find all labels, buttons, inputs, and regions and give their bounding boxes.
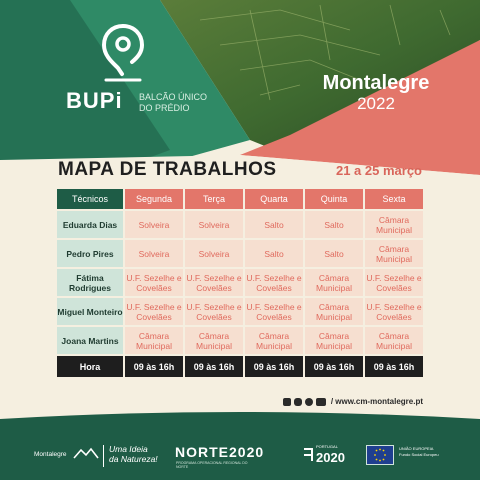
norte2020-subtitle: PROGRAMA OPERACIONAL REGIONAL DO NORTE [176, 461, 248, 469]
column-header: Sexta [365, 189, 425, 211]
hours-cell: 09 às 16h [125, 356, 185, 379]
hours-cell: 09 às 16h [305, 356, 365, 379]
table-cell: U.F. Sezelhe e Covelães [185, 269, 245, 298]
montalegre-logo-icon [73, 447, 99, 459]
table-cell: Solveira [125, 240, 185, 269]
table-cell: Câmara Municipal [125, 327, 185, 356]
social-links: / www.cm-montalegre.pt [282, 397, 423, 406]
hours-cell: 09 às 16h [185, 356, 245, 379]
table-cell: U.F. Sezelhe e Covelães [245, 298, 305, 327]
table-cell: U.F. Sezelhe e Covelães [125, 298, 185, 327]
location-pin-icon [101, 24, 145, 82]
portugal-label: PORTUGAL [316, 444, 338, 449]
table-cell: Câmara Municipal [245, 327, 305, 356]
slogan: Uma Ideia da Natureza! [109, 444, 158, 464]
date-range: 21 a 25 março [335, 163, 422, 178]
table-row: Fátima Rodrigues U.F. Sezelhe e Covelães… [57, 269, 425, 298]
portugal2020-year: 2020 [316, 450, 345, 465]
eu-line: UNIÃO EUROPEIA [399, 446, 434, 451]
table-row: Eduarda Dias Solveira Solveira Salto Sal… [57, 211, 425, 240]
table-row: Pedro Pires Solveira Solveira Salto Salt… [57, 240, 425, 269]
column-header: Quarta [245, 189, 305, 211]
technician-name: Pedro Pires [57, 240, 125, 269]
table-cell: U.F. Sezelhe e Covelães [185, 298, 245, 327]
technician-name: Fátima Rodrigues [57, 269, 125, 298]
table-cell: Solveira [185, 211, 245, 240]
table-cell: Salto [305, 240, 365, 269]
table-header-row: Técnicos Segunda Terça Quarta Quinta Sex… [57, 189, 425, 211]
table-cell: Câmara Municipal [305, 269, 365, 298]
technician-name: Miguel Monteiro [57, 298, 125, 327]
table-cell: U.F. Sezelhe e Covelães [365, 298, 425, 327]
header-artwork [0, 0, 480, 190]
municipality-logo-text: Montalegre [34, 451, 67, 458]
website-link[interactable]: / www.cm-montalegre.pt [330, 397, 423, 406]
slogan-line: da Natureza! [109, 454, 158, 464]
eu-line: Fundo Social Europeu [399, 452, 439, 457]
table-cell: Câmara Municipal [305, 327, 365, 356]
table-cell: Câmara Municipal [185, 327, 245, 356]
technician-name: Eduarda Dias [57, 211, 125, 240]
portugal2020-mark-icon [304, 448, 313, 461]
brand-subtitle: BALCÃO ÚNICO DO PRÉDIO [139, 92, 239, 114]
table-cell: Câmara Municipal [365, 211, 425, 240]
table-row: Joana Martins Câmara Municipal Câmara Mu… [57, 327, 425, 356]
hours-row: Hora 09 às 16h 09 às 16h 09 às 16h 09 às… [57, 356, 425, 379]
city-name: Montalegre [322, 72, 430, 94]
facebook-icon[interactable] [282, 397, 291, 406]
table-cell: Salto [245, 240, 305, 269]
technician-name: Joana Martins [57, 327, 125, 356]
slogan-line: Uma Ideia [109, 444, 148, 454]
twitter-icon[interactable] [304, 397, 313, 406]
hours-cell: 09 às 16h [245, 356, 305, 379]
column-header: Técnicos [57, 189, 125, 211]
divider [103, 445, 104, 467]
hours-label: Hora [57, 356, 125, 379]
footer: Montalegre Uma Ideia da Natureza! NORTE2… [0, 419, 480, 480]
norte2020-logo: NORTE2020 [175, 444, 265, 460]
table-cell: Câmara Municipal [365, 240, 425, 269]
column-header: Terça [185, 189, 245, 211]
table-cell: U.F. Sezelhe e Covelães [245, 269, 305, 298]
table-cell: Salto [245, 211, 305, 240]
brand-name: BUPi [66, 88, 123, 113]
table-cell: Câmara Municipal [305, 298, 365, 327]
table-cell: U.F. Sezelhe e Covelães [125, 269, 185, 298]
location-block: Montalegre 2022 [306, 72, 446, 114]
hours-cell: 09 às 16h [365, 356, 425, 379]
brand-subtitle-line: DO PRÉDIO [139, 103, 190, 113]
youtube-icon[interactable] [315, 397, 326, 406]
column-header: Quinta [305, 189, 365, 211]
page-title: MAPA DE TRABALHOS [58, 159, 277, 180]
table-cell: Solveira [125, 211, 185, 240]
table-row: Miguel Monteiro U.F. Sezelhe e Covelães … [57, 298, 425, 327]
table-cell: U.F. Sezelhe e Covelães [365, 269, 425, 298]
column-header: Segunda [125, 189, 185, 211]
brand-subtitle-line: BALCÃO ÚNICO [139, 92, 208, 102]
eu-flag-icon [366, 445, 394, 465]
table-cell: Solveira [185, 240, 245, 269]
eu-label: UNIÃO EUROPEIA Fundo Social Europeu [399, 446, 439, 458]
instagram-icon[interactable] [293, 397, 302, 406]
year: 2022 [357, 94, 395, 113]
table-cell: Câmara Municipal [365, 327, 425, 356]
table-cell: Salto [305, 211, 365, 240]
schedule-table: Técnicos Segunda Terça Quarta Quinta Sex… [57, 189, 425, 379]
